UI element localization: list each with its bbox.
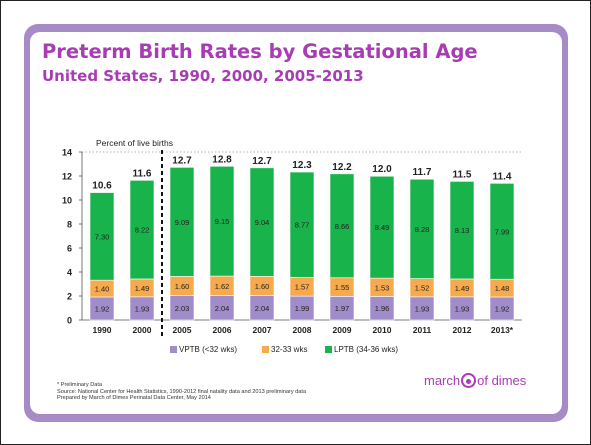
bar-value-label: 1.93 xyxy=(455,304,470,313)
bar-segment xyxy=(129,180,155,280)
footnote-block: * Preliminary Data Source: National Cent… xyxy=(57,382,437,402)
x-tick-label: 2009 xyxy=(333,325,352,335)
bar-segment xyxy=(449,181,475,280)
bar-value-label: 8.49 xyxy=(375,223,390,232)
bar-segment xyxy=(169,167,195,277)
bar-value-label: 1.57 xyxy=(295,283,310,292)
bar-value-label: 1.53 xyxy=(375,283,390,292)
logo-text-left: march xyxy=(424,373,461,388)
bar-value-label: 1.60 xyxy=(175,282,190,291)
bar-value-label: 1.93 xyxy=(135,304,150,313)
y-tick-label: 4 xyxy=(67,268,72,278)
bar-total-label: 11.6 xyxy=(133,168,152,179)
x-tick-label: 1990 xyxy=(93,325,112,335)
bar-value-label: 1.96 xyxy=(375,304,390,313)
bar-value-label: 8.66 xyxy=(335,222,350,231)
bar-value-label: 1.92 xyxy=(95,304,110,313)
bar-segment xyxy=(209,295,235,321)
bar-segment xyxy=(249,167,275,277)
footnote-line: Source: National Center for Health Stati… xyxy=(57,388,307,395)
y-tick-label: 2 xyxy=(67,292,72,302)
x-tick-label: 2005 xyxy=(173,325,192,335)
legend-label: LPTB (34-36 wks) xyxy=(334,345,398,354)
bar-total-label: 10.6 xyxy=(92,181,112,192)
bar-segment xyxy=(249,295,275,321)
bar-total-label: 11.4 xyxy=(493,171,512,182)
bar-value-label: 1.49 xyxy=(455,284,470,293)
x-tick-label: 2012 xyxy=(453,325,472,335)
x-tick-label: 2013* xyxy=(491,325,514,335)
bar-value-label: 1.62 xyxy=(215,282,230,291)
bar-value-label: 2.03 xyxy=(175,304,190,313)
bar-value-label: 9.15 xyxy=(215,217,230,226)
bar-segment xyxy=(209,165,235,277)
x-tick-label: 2010 xyxy=(373,325,392,335)
y-axis-label: Percent of live births xyxy=(96,138,173,148)
y-tick-label: 12 xyxy=(62,172,72,182)
x-tick-label: 2007 xyxy=(253,325,272,335)
y-tick-label: 6 xyxy=(67,244,72,254)
bar-total-label: 12.7 xyxy=(252,156,272,167)
bar-segment xyxy=(169,295,195,321)
x-tick-label: 2006 xyxy=(213,325,232,335)
bar-segment xyxy=(89,192,115,281)
bar-value-label: 8.13 xyxy=(455,226,470,235)
y-tick-label: 14 xyxy=(62,148,72,158)
bar-segment xyxy=(409,178,435,279)
bar-value-label: 1.92 xyxy=(495,304,510,313)
bar-value-label: 1.52 xyxy=(415,284,430,293)
bar-value-label: 2.04 xyxy=(255,304,270,313)
bar-value-label: 1.97 xyxy=(335,304,350,313)
bar-total-label: 12.3 xyxy=(292,160,312,171)
bar-segment xyxy=(489,183,515,280)
bar-segment xyxy=(329,173,355,279)
bar-value-label: 8.28 xyxy=(415,225,430,234)
bar-value-label: 1.55 xyxy=(335,283,350,292)
logo-circle-icon xyxy=(461,373,477,388)
legend-label: VPTB (<32 wks) xyxy=(179,345,237,354)
legend-swatch xyxy=(170,346,177,353)
bar-value-label: 7.30 xyxy=(95,232,110,241)
bar-segment xyxy=(369,175,395,279)
bar-total-label: 11.7 xyxy=(413,167,432,178)
bar-value-label: 7.99 xyxy=(495,227,510,236)
bar-value-label: 1.93 xyxy=(415,304,430,313)
bar-value-label: 1.49 xyxy=(135,284,150,293)
bar-total-label: 12.2 xyxy=(332,162,352,173)
bar-value-label: 9.09 xyxy=(175,218,190,227)
x-tick-label: 2011 xyxy=(413,325,432,335)
bar-value-label: 9.04 xyxy=(255,218,270,227)
march-of-dimes-logo: march of dimes xyxy=(424,373,526,388)
legend-swatch xyxy=(325,346,332,353)
bar-value-label: 8.22 xyxy=(135,226,150,235)
bar-value-label: 1.40 xyxy=(95,285,110,294)
chart-subtitle: United States, 1990, 2000, 2005-2013 xyxy=(42,67,364,85)
bar-value-label: 1.60 xyxy=(255,282,270,291)
bar-segment xyxy=(289,171,315,278)
y-tick-label: 0 xyxy=(67,316,72,326)
logo-text-right: of dimes xyxy=(477,373,527,388)
bar-total-label: 12.0 xyxy=(372,164,392,175)
bar-value-label: 1.99 xyxy=(295,304,310,313)
x-tick-label: 2000 xyxy=(133,325,152,335)
bar-total-label: 11.5 xyxy=(453,169,472,180)
bar-total-label: 12.7 xyxy=(172,155,192,166)
bar-total-label: 12.8 xyxy=(212,154,232,165)
bar-value-label: 2.04 xyxy=(215,304,230,313)
footnote-line: * Preliminary Data xyxy=(57,382,103,388)
y-tick-label: 8 xyxy=(67,220,72,230)
footnote-line: Prepared by March of Dimes Perinatal Dat… xyxy=(57,395,211,402)
y-tick-label: 10 xyxy=(62,196,72,206)
chart-title: Preterm Birth Rates by Gestational Age xyxy=(42,40,478,63)
x-tick-label: 2008 xyxy=(293,325,312,335)
bar-value-label: 8.77 xyxy=(295,221,310,230)
legend-swatch xyxy=(262,346,269,353)
legend-label: 32-33 wks xyxy=(271,345,307,354)
bar-value-label: 1.48 xyxy=(495,284,510,293)
